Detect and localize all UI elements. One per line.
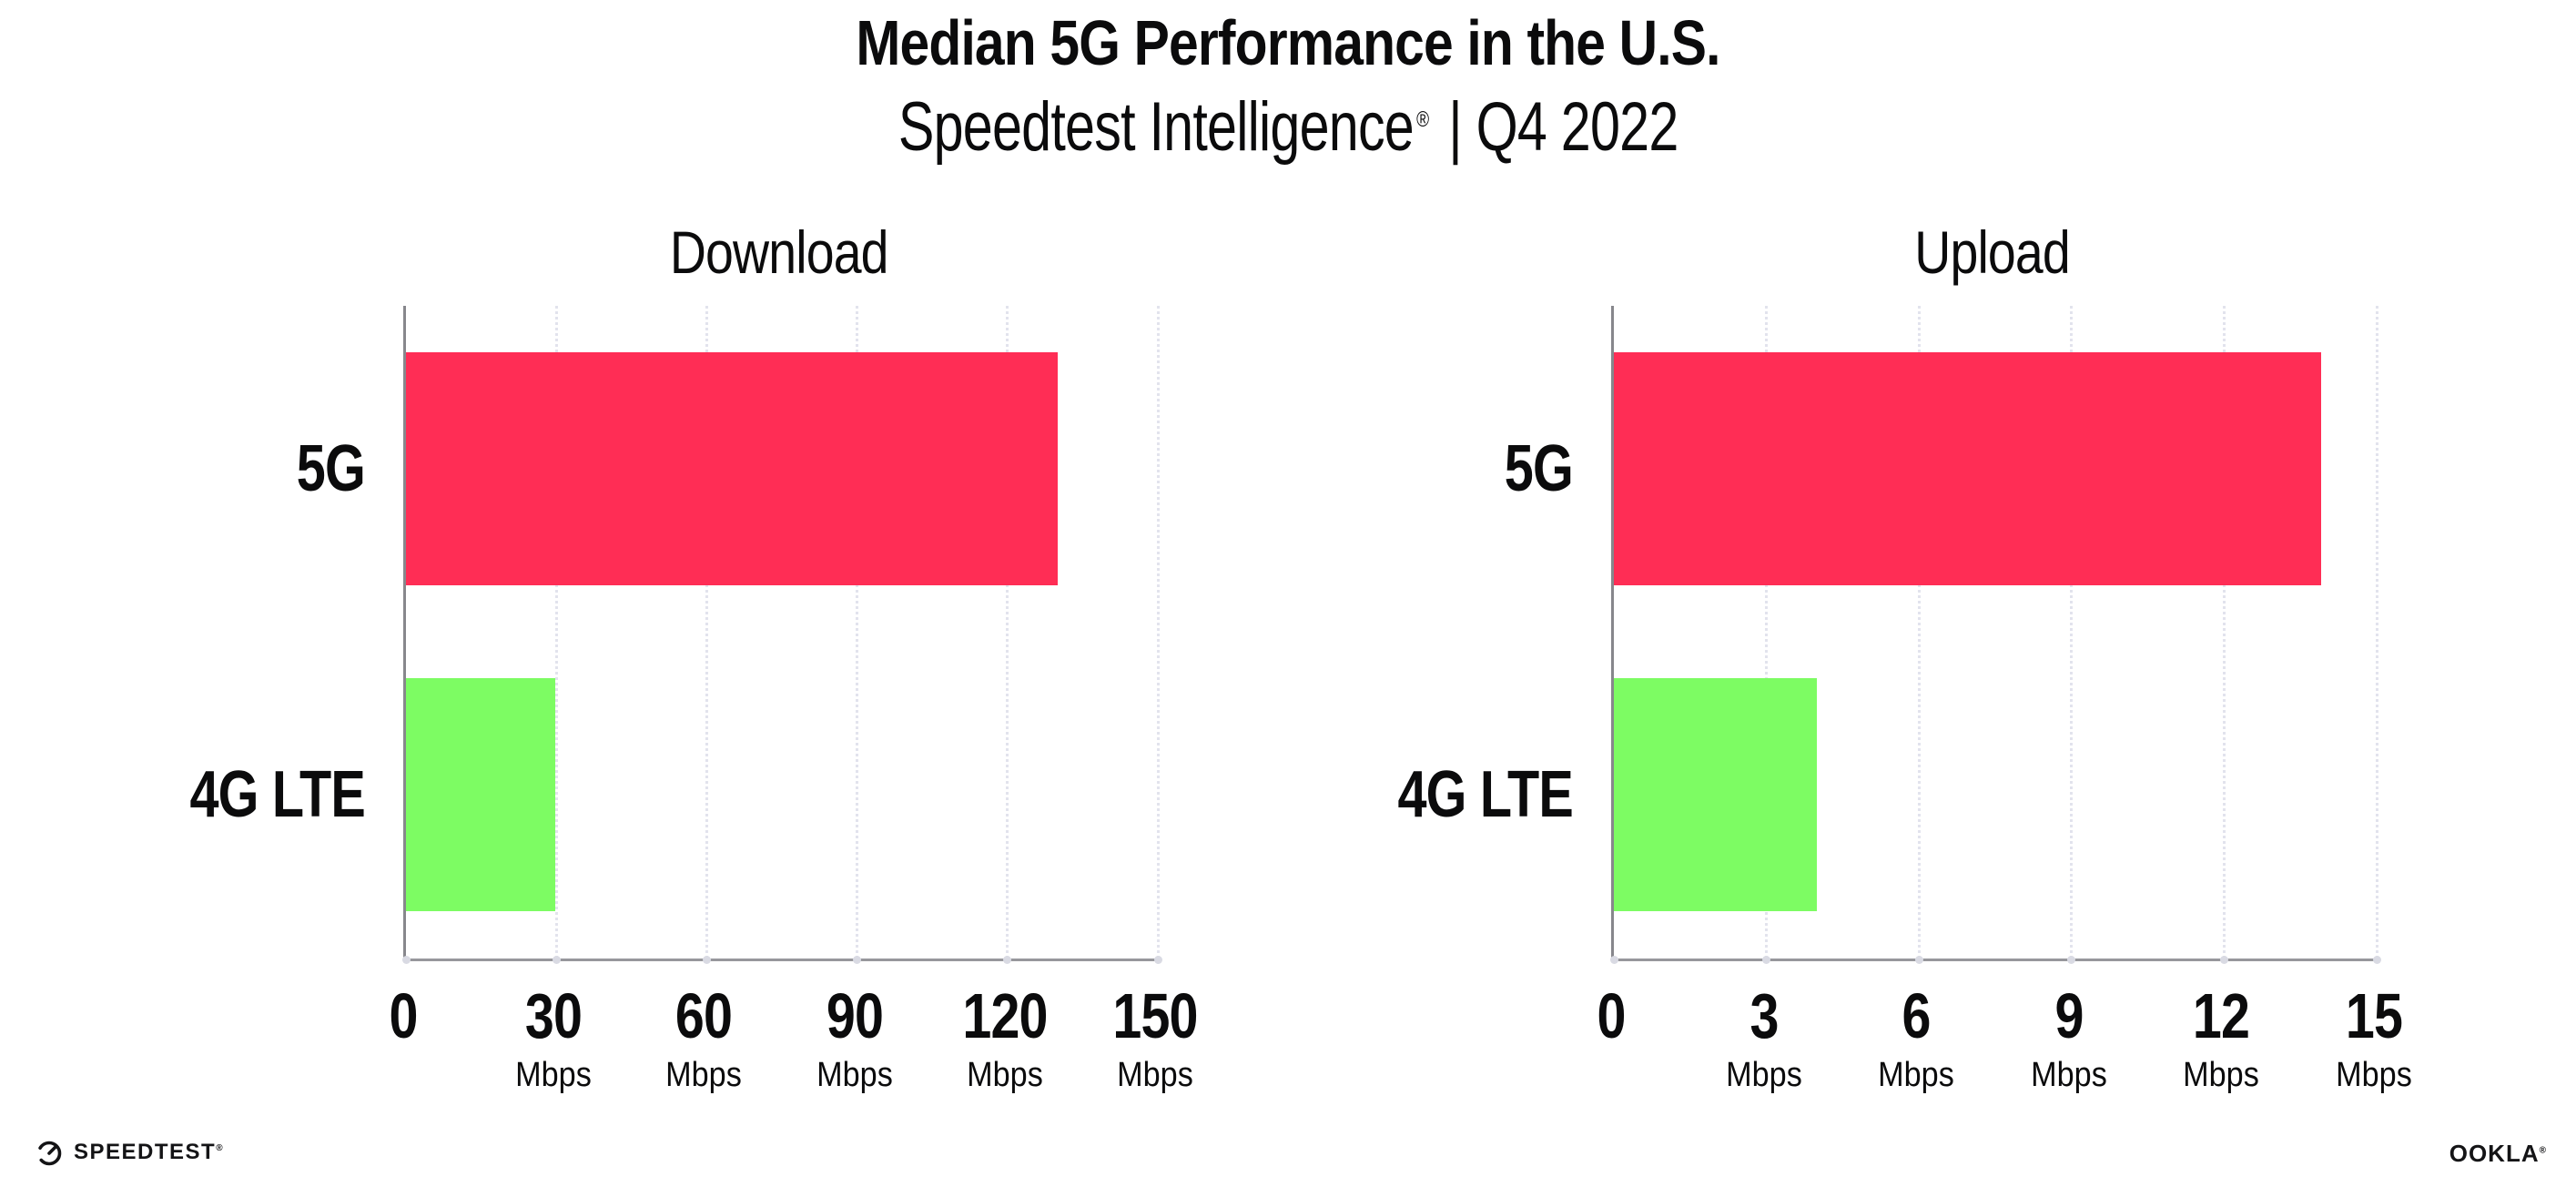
figure-subtitle: Speedtest Intelligence ® | Q4 2022 <box>0 93 2576 162</box>
axis-tick-dot-download-0 <box>401 956 411 964</box>
axis-tick-dot-download-150 <box>1153 956 1162 964</box>
category-label-4g-lte-download: 4G LTE <box>189 758 365 831</box>
axis-tick-dot-upload-6 <box>1914 956 1923 964</box>
bar-5g-download <box>406 352 1058 585</box>
x-tick-value-download-120: 120 <box>962 980 1048 1051</box>
x-axis-spine-download <box>403 959 1158 961</box>
ookla-wordmark: OOKLA <box>2449 1140 2540 1167</box>
x-tick-upload-15: 15 Mbps <box>2274 984 2474 1092</box>
x-tick-unit-download-30: Mbps <box>515 1056 592 1094</box>
x-axis-spine-upload <box>1611 959 2377 961</box>
x-tick-unit-upload-6: Mbps <box>1878 1056 1954 1094</box>
gridline-upload-9 <box>2070 306 2074 959</box>
x-tick-value-upload-3: 3 <box>1749 980 1779 1051</box>
subtitle-period: | Q4 2022 <box>1448 88 1678 166</box>
x-tick-value-download-30: 30 <box>525 980 583 1051</box>
plot-area-download <box>401 306 1162 964</box>
x-tick-unit-download-120: Mbps <box>966 1056 1043 1094</box>
x-tick-upload-3: 3 Mbps <box>1664 984 1864 1092</box>
registered-trademark-mark: ® <box>1415 107 1429 132</box>
x-tick-upload-6: 6 Mbps <box>1816 984 2016 1092</box>
axis-tick-dot-upload-3 <box>1762 956 1771 964</box>
x-tick-value-download-150: 150 <box>1112 980 1198 1051</box>
gridline-upload-3 <box>1765 306 1769 959</box>
x-tick-upload-0: 0 <box>1511 984 1711 1048</box>
gridline-upload-12 <box>2222 306 2226 959</box>
x-tick-unit-upload-3: Mbps <box>1725 1056 1802 1094</box>
ookla-logo: OOKLA® <box>2449 1141 2547 1165</box>
category-label-5g-download: 5G <box>296 432 366 505</box>
x-tick-value-download-60: 60 <box>675 980 733 1051</box>
speedtest-registered-mark: ® <box>216 1143 225 1153</box>
speedtest-logo: SPEEDTEST® <box>35 1138 224 1167</box>
speedtest-wordmark: SPEEDTEST® <box>74 1140 225 1164</box>
axis-tick-dot-upload-0 <box>1609 956 1618 964</box>
x-tick-upload-9: 9 Mbps <box>1969 984 2169 1092</box>
x-tick-unit-upload-12: Mbps <box>2183 1056 2260 1094</box>
x-tick-download-60: 60 Mbps <box>603 984 804 1092</box>
gridline-upload-6 <box>1917 306 1921 959</box>
x-tick-download-90: 90 Mbps <box>755 984 955 1092</box>
x-tick-download-120: 120 Mbps <box>905 984 1105 1092</box>
x-tick-value-upload-0: 0 <box>1597 980 1626 1051</box>
x-tick-value-upload-6: 6 <box>1902 980 1932 1051</box>
speedtest-gauge-icon <box>36 1141 62 1166</box>
chart-title-upload: Upload <box>1914 218 2071 286</box>
category-label-5g-upload: 5G <box>1504 432 1574 505</box>
figure-title: Median 5G Performance in the U.S. <box>856 7 1720 78</box>
x-tick-value-upload-9: 9 <box>2054 980 2084 1051</box>
x-tick-download-30: 30 Mbps <box>453 984 654 1092</box>
axis-tick-dot-upload-9 <box>2067 956 2076 964</box>
x-tick-value-upload-15: 15 <box>2345 980 2403 1051</box>
x-tick-unit-upload-15: Mbps <box>2336 1056 2412 1094</box>
gridline-download-60 <box>705 306 708 959</box>
x-tick-unit-download-150: Mbps <box>1117 1056 1193 1094</box>
ookla-registered-mark: ® <box>2539 1145 2547 1156</box>
axis-tick-dot-download-60 <box>702 956 711 964</box>
x-tick-unit-upload-9: Mbps <box>2030 1056 2107 1094</box>
gridline-download-30 <box>554 306 558 959</box>
x-tick-download-150: 150 Mbps <box>1055 984 1255 1092</box>
x-tick-unit-download-60: Mbps <box>665 1056 743 1094</box>
axis-tick-dot-upload-15 <box>2372 956 2381 964</box>
chart-title-download: Download <box>670 218 889 286</box>
axis-tick-dot-download-30 <box>552 956 561 964</box>
axis-tick-dot-upload-12 <box>2219 956 2228 964</box>
x-tick-upload-12: 12 Mbps <box>2121 984 2321 1092</box>
plot-area-upload <box>1609 306 2381 964</box>
x-tick-value-download-0: 0 <box>389 980 418 1051</box>
gridline-download-90 <box>856 306 859 959</box>
gridline-download-150 <box>1156 306 1160 959</box>
bar-5g-upload <box>1614 352 2321 585</box>
gridline-upload-15 <box>2375 306 2378 959</box>
x-tick-value-download-90: 90 <box>826 980 883 1051</box>
axis-tick-dot-download-120 <box>1003 956 1012 964</box>
gridline-download-120 <box>1006 306 1009 959</box>
x-tick-value-upload-12: 12 <box>2193 980 2250 1051</box>
x-tick-download-0: 0 <box>303 984 503 1048</box>
subtitle-brand: Speedtest Intelligence <box>898 88 1415 166</box>
axis-tick-dot-download-90 <box>853 956 862 964</box>
bar-4g-lte-upload <box>1614 678 1818 911</box>
bar-4g-lte-download <box>406 678 556 911</box>
category-label-4g-lte-upload: 4G LTE <box>1397 758 1573 831</box>
x-tick-unit-download-90: Mbps <box>816 1056 893 1094</box>
